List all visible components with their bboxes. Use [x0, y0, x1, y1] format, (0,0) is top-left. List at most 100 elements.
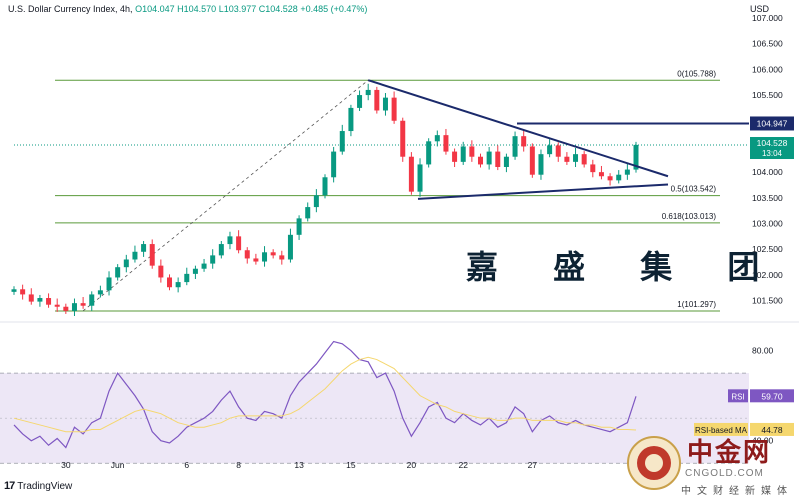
candle-body: [512, 136, 518, 157]
candle-body: [63, 306, 69, 311]
rsi-name-box: [728, 389, 748, 403]
candle-body: [279, 255, 285, 260]
candle-body: [89, 294, 95, 306]
candle-body: [495, 151, 501, 167]
last-price-label: 104.528: [757, 138, 788, 148]
rsi-ma-value-label: 44.78: [761, 425, 783, 435]
candle-body: [357, 95, 363, 108]
candle-body: [227, 236, 233, 245]
candle-body: [624, 169, 630, 175]
candle-body: [184, 273, 190, 283]
candle-body: [590, 164, 596, 173]
logo-tagline: 中文财经新媒体: [681, 486, 793, 497]
price-tick-label: 104.000: [752, 167, 783, 177]
candle-body: [581, 154, 587, 165]
candle-body: [426, 141, 432, 165]
resistance-price-box: [750, 116, 794, 131]
logo-title: 中金网: [687, 438, 772, 468]
time-tick-label: 13: [294, 460, 304, 470]
candle-body: [296, 218, 302, 235]
candle-body: [210, 255, 216, 264]
resistance-price-label: 104.947: [757, 118, 788, 128]
candle-body: [262, 252, 268, 262]
triangle-lower-line: [417, 183, 669, 200]
candle-body: [478, 156, 483, 165]
rsi-value-box: [750, 389, 794, 403]
candle-body: [167, 277, 172, 288]
candle-body: [382, 97, 388, 111]
candle-body: [106, 277, 112, 291]
candle-body: [97, 290, 103, 295]
fib-level-label: 0(105.788): [677, 69, 716, 78]
candle-body: [598, 172, 604, 177]
tradingview-label: TradingView: [17, 480, 73, 492]
candle-body: [305, 207, 311, 219]
candle-body: [175, 282, 181, 288]
candle-body: [443, 135, 449, 152]
watermark-text: 嘉 盛 集 团: [466, 248, 782, 286]
candle-body: [192, 268, 198, 274]
candle-body: [365, 89, 371, 96]
candle-body: [529, 146, 535, 175]
time-tick-label: 20: [407, 460, 417, 470]
candle-body: [123, 259, 129, 268]
symbol-label: U.S. Dollar Currency Index, 4h,: [8, 4, 133, 14]
candle-body: [573, 154, 579, 162]
candle-body: [417, 164, 423, 192]
close-value: C104.528: [258, 4, 298, 14]
time-tick-label: 8: [236, 460, 241, 470]
rsi-line: [13, 340, 637, 449]
candle-body: [486, 151, 492, 165]
candle-body: [253, 258, 259, 262]
candle-body: [547, 145, 553, 155]
price-tick-label: 107.000: [752, 13, 783, 23]
rsi-name-label: RSI: [731, 392, 744, 401]
candle-body: [218, 244, 224, 256]
candle-body: [201, 263, 207, 269]
price-tick-label: 105.500: [752, 90, 783, 100]
candle-body: [339, 131, 345, 152]
candle-body: [607, 176, 613, 181]
candle-body: [452, 151, 458, 162]
candle-body: [149, 244, 155, 266]
fib-level-label: 0.5(103.542): [671, 185, 717, 194]
high-value: H104.570: [177, 4, 217, 14]
cngold-logo: 中金网 CNGOLD.COM 中文财经新媒体: [625, 432, 793, 497]
rsi-tick-label: 40.00: [752, 436, 774, 446]
candle-body: [132, 251, 138, 260]
time-tick-label: Jun: [111, 460, 125, 470]
price-tick-label: 106.500: [752, 39, 783, 49]
candle-body: [616, 174, 622, 181]
time-tick-label: 30: [61, 460, 71, 470]
price-tick-label: 103.000: [752, 219, 783, 229]
rsi-band: [0, 373, 749, 464]
logo-domain: CNGOLD.COM: [685, 468, 764, 479]
rsi-ma-line: [13, 356, 637, 433]
candle-body: [313, 195, 319, 208]
candle-body: [270, 252, 276, 256]
rsi-ma-value-box: [750, 422, 794, 436]
candle-body: [115, 267, 121, 278]
countdown-label: 13:04: [762, 149, 783, 158]
time-tick-label: 6: [184, 460, 189, 470]
rsi-ma-name-label: RSI-based MA: [695, 426, 748, 435]
candle-body: [141, 244, 147, 252]
price-tick-label: 102.000: [752, 270, 783, 280]
candle-body: [374, 89, 380, 111]
candle-body: [331, 151, 337, 178]
candle-body: [236, 236, 242, 251]
candle-body: [633, 144, 639, 170]
tradingview-logo: 17 TradingView: [4, 480, 72, 492]
candle-body: [244, 250, 250, 259]
candle-body: [391, 97, 397, 121]
candle-body: [521, 136, 527, 147]
candle-body: [54, 304, 60, 307]
price-tick-label: 102.500: [752, 244, 783, 254]
fib-level-label: 0.618(103.013): [662, 212, 717, 221]
time-tick-label: 22: [458, 460, 468, 470]
candle-body: [503, 156, 509, 167]
candle-body: [322, 177, 328, 196]
candle-body: [46, 298, 52, 305]
price-tick-label: 106.000: [752, 64, 783, 74]
